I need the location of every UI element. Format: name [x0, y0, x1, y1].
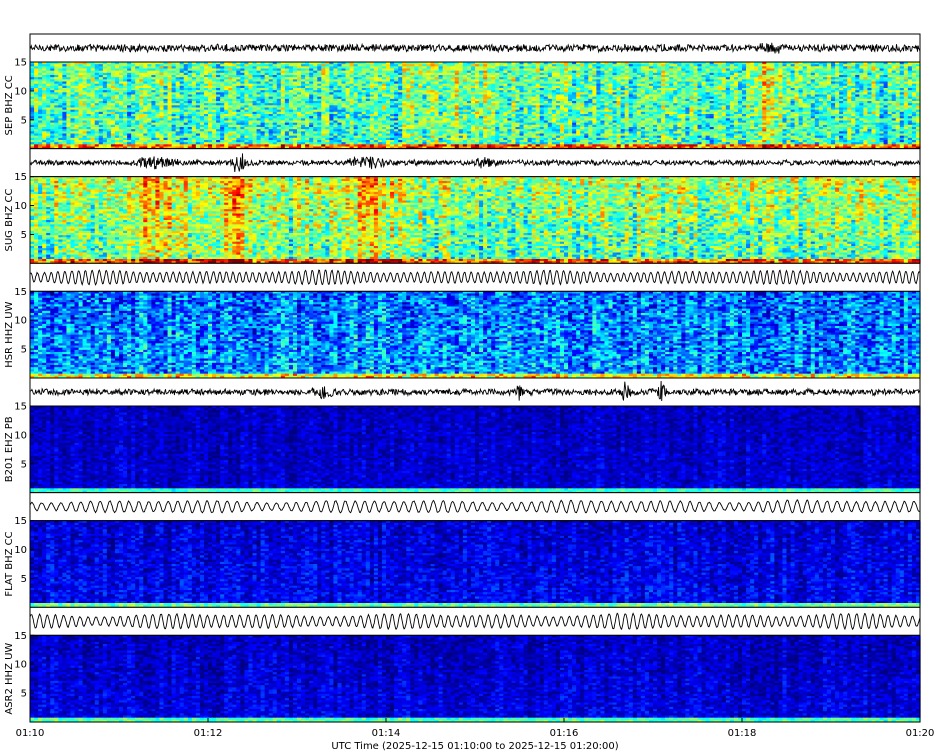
station-panel: 5 10 15 B201 EHZ PB [4, 378, 921, 493]
spectrogram [30, 62, 921, 149]
waveform-frame [30, 263, 920, 291]
station-label: SEP BHZ CC [4, 75, 15, 135]
freq-tick-label: 5 [21, 115, 27, 126]
freq-tick-label: 5 [21, 689, 27, 700]
freq-tick-label: 15 [14, 516, 27, 527]
station-panel: 5 10 15 FLAT BHZ CC [4, 493, 921, 608]
freq-tick-label: 5 [21, 230, 27, 241]
spectrogram [30, 406, 921, 493]
freq-tick-label: 10 [14, 201, 27, 212]
time-tick-label: 01:12 [194, 728, 223, 739]
freq-tick-label: 15 [14, 58, 27, 69]
spectrogram [30, 291, 921, 378]
time-tick-label: 01:18 [728, 728, 757, 739]
freq-tick-label: 5 [21, 459, 27, 470]
spectrogram [30, 177, 921, 264]
station-panel: 5 10 15 SEP BHZ CC [4, 34, 921, 149]
freq-tick-label: 15 [14, 402, 27, 413]
freq-tick-label: 5 [21, 574, 27, 585]
freq-tick-label: 10 [14, 660, 27, 671]
freq-tick-label: 15 [14, 631, 27, 642]
freq-tick-label: 15 [14, 172, 27, 183]
station-panel: 5 10 15 HSR HHZ UW [4, 263, 921, 378]
station-panels: 5 10 15 SEP BHZ CC 5 10 15 SUG BHZ CC 5 10 15 HSR H… [4, 34, 921, 723]
station-label: SUG BHZ CC [4, 188, 15, 251]
time-axis-title: UTC Time (2025-12-15 01:10:00 to 2025-12… [331, 741, 618, 752]
station-label: B201 EHZ PB [4, 416, 15, 482]
time-tick-label: 01:14 [372, 728, 401, 739]
waveform-frame [30, 607, 920, 635]
spectrogram [30, 635, 921, 722]
time-tick-label: 01:10 [16, 728, 45, 739]
station-label: HSR HHZ UW [4, 301, 15, 367]
freq-tick-label: 15 [14, 287, 27, 298]
station-label: FLAT BHZ CC [4, 531, 15, 596]
freq-tick-label: 10 [14, 86, 27, 97]
freq-tick-label: 10 [14, 430, 27, 441]
freq-tick-label: 10 [14, 316, 27, 327]
time-tick-label: 01:20 [906, 728, 935, 739]
spectrogram [30, 521, 921, 608]
station-panel: 5 10 15 SUG BHZ CC [4, 149, 921, 264]
freq-tick-label: 10 [14, 545, 27, 556]
station-label: ASR2 HHZ UW [4, 643, 15, 715]
time-tick-label: 01:16 [550, 728, 579, 739]
freq-tick-label: 5 [21, 345, 27, 356]
